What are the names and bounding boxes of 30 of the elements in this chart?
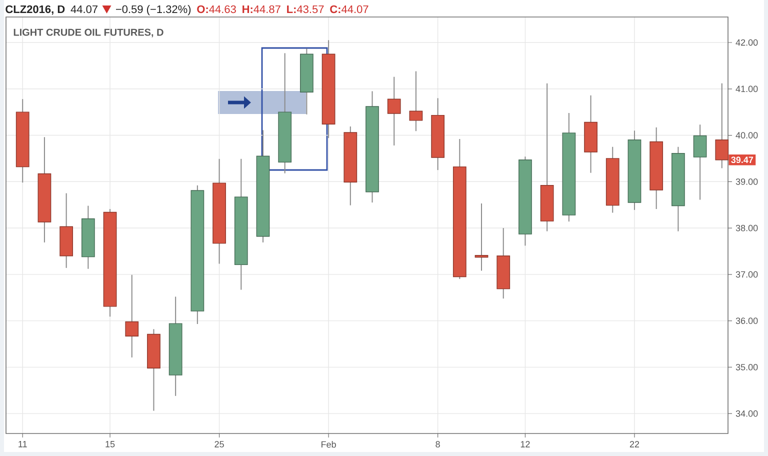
y-tick-label: 38.00 (736, 224, 758, 232)
x-tick-label: 8 (436, 441, 440, 448)
y-tick-label: 39.00 (736, 178, 758, 185)
x-tick-label: 12 (520, 441, 530, 448)
y-tick-label: 41.00 (736, 86, 758, 92)
y-tick-label: 36.00 (736, 318, 758, 324)
candlestick (387, 76, 401, 146)
text: H:44.87 (242, 5, 280, 14)
y-tick-label: 40.00 (736, 132, 758, 138)
y-tick-label: 35.00 (736, 364, 758, 370)
text: O:44.63 (197, 5, 236, 14)
text: 44.07 (70, 5, 98, 14)
candlestick (693, 124, 707, 200)
y-tick-label: 37.00 (736, 271, 758, 278)
x-tick-label: 15 (106, 441, 115, 448)
x-tick-label: 11 (18, 441, 27, 448)
x-tick-label: 22 (630, 441, 640, 448)
text: LIGHT CRUDE OIL FUTURES, D (14, 28, 164, 38)
text: C:44.07 (330, 5, 368, 14)
y-tick-label: 34.00 (736, 410, 758, 417)
text: L:43.57 (287, 5, 324, 14)
candlestick (125, 274, 139, 358)
chart-title: CLZ2016, D (6, 5, 65, 15)
annotation: 39.47 (731, 156, 754, 164)
x-tick-label: 25 (214, 441, 224, 448)
candlestick (474, 202, 488, 272)
y-tick-label: 42.00 (736, 39, 758, 46)
x-tick-label: Feb (322, 441, 336, 448)
text: −0.59 (−1.32%) (116, 5, 191, 16)
candlestick (409, 70, 423, 132)
